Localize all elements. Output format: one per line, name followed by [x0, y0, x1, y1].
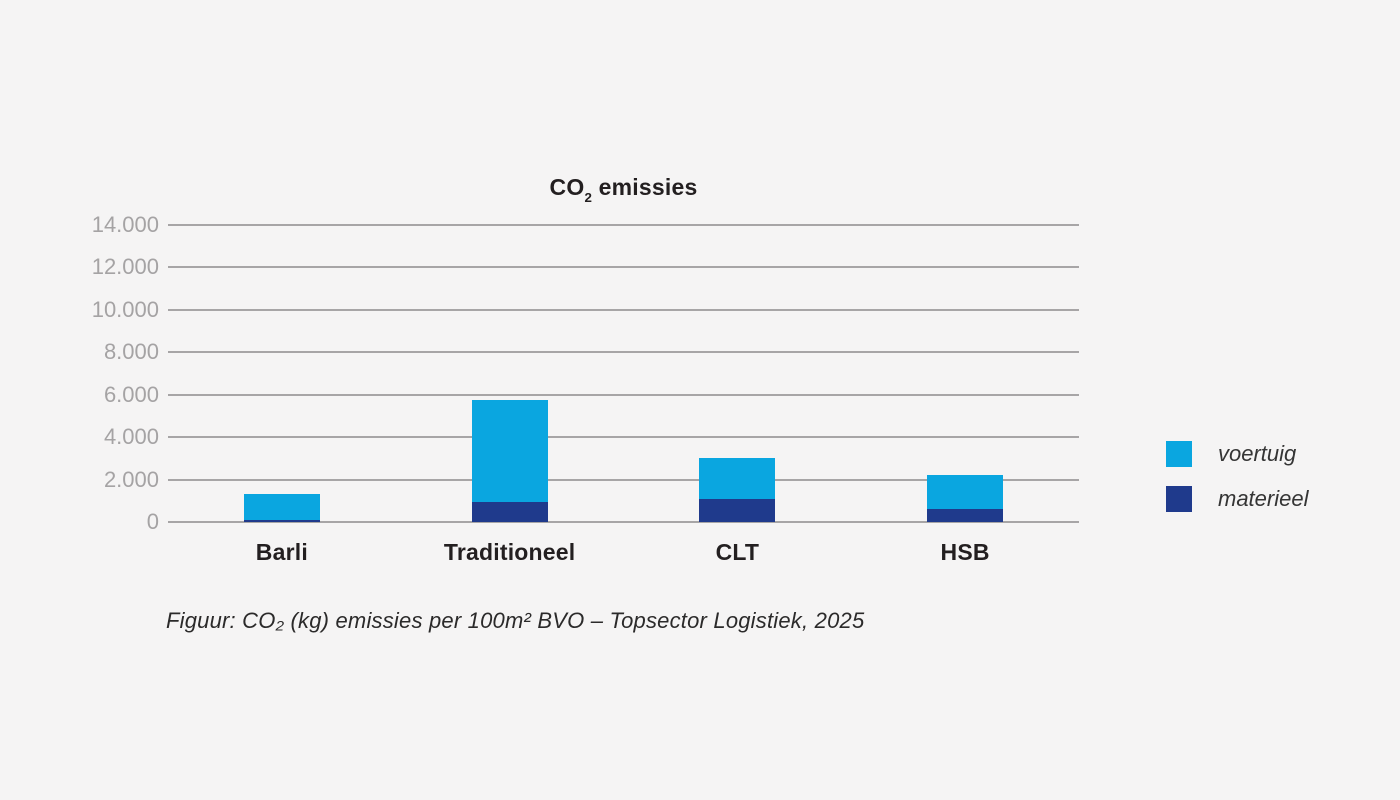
bar-traditioneel	[471, 400, 548, 522]
gridline	[168, 266, 1079, 269]
category-label-hsb: HSB	[940, 539, 990, 565]
bar-segment-materieel	[927, 509, 1004, 522]
chart-title-co: CO	[549, 174, 585, 200]
category-label-barli: Barli	[255, 539, 308, 565]
y-axis-tick-label: 12.000	[91, 254, 159, 280]
chart-title-subscript: 2	[584, 189, 593, 205]
category-label-traditioneel: Traditioneel	[443, 539, 576, 565]
gridline	[168, 521, 1079, 523]
gridline	[168, 478, 1079, 481]
plot-area: 14.000 12.000 10.000 8.000 6.000 4.000 2.000 0	[92, 214, 1079, 533]
bar-clt	[699, 458, 776, 522]
legend-swatch-voertuig	[1166, 441, 1192, 467]
bar-slot-hsb	[851, 225, 1079, 522]
bar-segment-voertuig	[243, 494, 320, 520]
bar-hsb	[927, 475, 1004, 522]
legend: voertuig materieel	[1166, 441, 1308, 512]
chart-title-rest: emissies	[592, 174, 698, 200]
y-axis-tick-label: 14.000	[91, 212, 159, 237]
legend-swatch-materieel	[1166, 486, 1192, 512]
chart-title: CO2 emissies	[168, 174, 1079, 205]
legend-item-voertuig: voertuig	[1166, 441, 1308, 467]
y-axis-tick-label: 8.000	[103, 339, 159, 365]
y-axis-tick-label: 10.000	[91, 296, 159, 322]
y-axis-tick-label: 2.000	[103, 466, 159, 492]
legend-item-materieel: materieel	[1166, 486, 1308, 512]
category-label-clt: CLT	[715, 539, 760, 565]
bar-slot-barli	[168, 225, 396, 522]
bar-slot-traditioneel	[396, 225, 624, 522]
bar-segment-materieel	[243, 519, 320, 522]
y-axis-tick-label: 6.000	[103, 381, 159, 407]
bar-barli	[243, 494, 320, 522]
x-axis-labels: Barli Traditioneel CLT HSB	[168, 539, 1079, 566]
legend-label: voertuig	[1218, 441, 1297, 466]
y-axis-tick-label: 0	[146, 509, 159, 534]
gridline	[168, 393, 1079, 396]
gridline	[168, 436, 1079, 439]
bars-container	[168, 225, 1079, 522]
bar-segment-voertuig	[471, 400, 548, 502]
gridline	[168, 224, 1079, 226]
figure-caption: Figuur: CO₂ (kg) emissies per 100m² BVO …	[166, 608, 865, 633]
bar-slot-clt	[624, 225, 852, 522]
bar-segment-voertuig	[699, 458, 776, 499]
bar-segment-voertuig	[927, 475, 1004, 510]
gridline	[168, 308, 1079, 311]
bar-segment-materieel	[699, 498, 776, 522]
gridline	[168, 351, 1079, 354]
y-axis-tick-label: 4.000	[103, 424, 159, 450]
bar-segment-materieel	[471, 501, 548, 522]
legend-label: materieel	[1218, 486, 1309, 511]
